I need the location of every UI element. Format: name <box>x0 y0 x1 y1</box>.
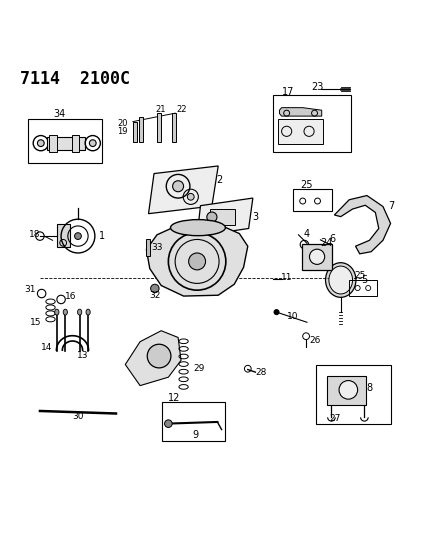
Text: 21: 21 <box>156 105 166 114</box>
Bar <box>49 135 57 152</box>
Bar <box>294 189 332 211</box>
Bar <box>302 244 332 270</box>
Text: 30: 30 <box>72 412 84 421</box>
Text: 5: 5 <box>361 275 367 285</box>
Text: 12: 12 <box>168 393 181 403</box>
Polygon shape <box>334 196 391 254</box>
Ellipse shape <box>55 309 59 315</box>
Text: 13: 13 <box>77 351 88 360</box>
Text: 33: 33 <box>152 243 163 252</box>
Ellipse shape <box>77 309 82 315</box>
Polygon shape <box>278 119 323 144</box>
Bar <box>157 113 161 142</box>
Circle shape <box>172 181 184 192</box>
Text: 7114  2100C: 7114 2100C <box>20 70 130 88</box>
Text: 16: 16 <box>65 292 77 301</box>
Circle shape <box>151 284 159 293</box>
Bar <box>133 122 137 142</box>
Text: 26: 26 <box>309 335 321 344</box>
Bar <box>139 117 143 142</box>
Text: 4: 4 <box>303 229 310 239</box>
Ellipse shape <box>170 220 226 236</box>
Ellipse shape <box>63 309 68 315</box>
Circle shape <box>207 212 217 222</box>
Ellipse shape <box>86 309 90 315</box>
Text: 18: 18 <box>29 230 41 239</box>
Text: 34: 34 <box>54 109 66 118</box>
Circle shape <box>339 381 358 399</box>
Text: 11: 11 <box>281 272 292 281</box>
Circle shape <box>165 420 172 427</box>
Text: 25: 25 <box>301 180 313 190</box>
Bar <box>163 402 225 441</box>
Text: 6: 6 <box>329 233 335 244</box>
Polygon shape <box>125 330 181 386</box>
Text: 7: 7 <box>388 200 394 211</box>
Circle shape <box>147 344 171 368</box>
Text: 15: 15 <box>30 318 42 327</box>
Text: 17: 17 <box>282 86 294 96</box>
Bar <box>28 119 102 163</box>
Text: 14: 14 <box>41 343 53 352</box>
Ellipse shape <box>326 263 356 297</box>
Bar <box>316 365 392 424</box>
Circle shape <box>37 140 44 147</box>
Bar <box>210 209 235 225</box>
Bar <box>349 280 377 296</box>
Text: 23: 23 <box>311 83 324 92</box>
Ellipse shape <box>329 266 353 294</box>
Text: 8: 8 <box>366 383 372 393</box>
Polygon shape <box>197 198 253 236</box>
Circle shape <box>74 233 81 239</box>
Circle shape <box>187 193 194 200</box>
Circle shape <box>189 253 205 270</box>
Text: 25: 25 <box>354 271 366 280</box>
Text: 24: 24 <box>321 238 333 248</box>
Bar <box>146 239 150 256</box>
Polygon shape <box>146 224 248 296</box>
Circle shape <box>89 140 96 147</box>
Bar <box>47 137 85 150</box>
Text: 19: 19 <box>117 127 128 136</box>
Text: 2: 2 <box>216 175 223 185</box>
Text: 29: 29 <box>194 364 205 373</box>
Polygon shape <box>279 108 322 116</box>
Bar <box>172 113 176 142</box>
Bar <box>71 135 79 152</box>
Text: 31: 31 <box>24 285 36 294</box>
Text: 32: 32 <box>149 290 160 300</box>
Circle shape <box>309 249 325 264</box>
Bar <box>273 95 351 152</box>
Bar <box>327 376 366 405</box>
Text: 22: 22 <box>176 105 187 114</box>
Polygon shape <box>149 166 218 214</box>
Bar <box>57 224 69 247</box>
Text: 10: 10 <box>287 312 298 321</box>
Text: 1: 1 <box>99 231 105 241</box>
Text: 9: 9 <box>192 431 198 440</box>
Text: 20: 20 <box>117 119 128 128</box>
Circle shape <box>274 310 279 314</box>
Text: 27: 27 <box>329 414 340 423</box>
Text: 3: 3 <box>252 212 258 222</box>
Text: 28: 28 <box>256 368 267 377</box>
